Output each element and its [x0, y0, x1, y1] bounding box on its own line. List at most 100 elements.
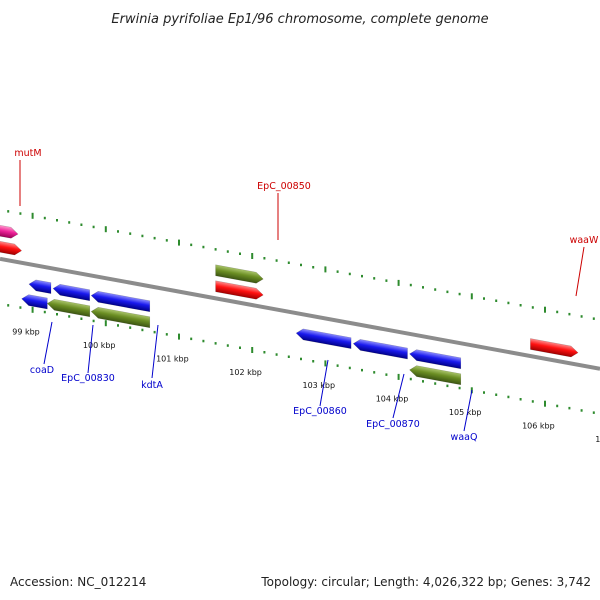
gc-dot: [31, 306, 34, 313]
gene-shape: [295, 328, 352, 349]
kbp-ticks: 99 kbp 100 kbp 101 kbp 102 kbp 103 kbp 104 kb…: [12, 328, 600, 444]
gene-label-epc-00860: EpC_00860: [293, 406, 347, 417]
gene-shape: [215, 264, 264, 284]
gc-dot: [422, 380, 424, 383]
gc-dot: [165, 333, 168, 336]
gc-dot: [239, 346, 241, 349]
gc-dot: [7, 210, 10, 213]
gc-dot: [129, 326, 132, 329]
gc-dot: [178, 333, 180, 340]
gc-dot: [409, 283, 412, 287]
gc-dot: [43, 310, 46, 314]
gene-arrow-red-4: [530, 338, 579, 358]
gc-dot: [531, 306, 534, 309]
gc-dot: [141, 234, 144, 238]
kbp-tick-label: 105 kbp: [449, 408, 482, 417]
gene-label-kdta: kdtA: [141, 380, 163, 391]
gene-arrow-blue-7: [90, 291, 151, 313]
gc-dot: [544, 306, 546, 313]
gc-dot: [226, 344, 229, 347]
gc-dot: [495, 299, 498, 302]
gene-labels: mutM EpC_00850 waaW coaD EpC_00830 kdtA EpC_00…: [14, 148, 599, 443]
gene-label-mutm: mutM: [14, 148, 41, 159]
gc-dot: [336, 364, 339, 367]
kbp-tick-label: 107 kbp: [595, 435, 600, 444]
gene-arrow-red-1: [0, 238, 23, 256]
map-title: Erwinia pyrifoliae Ep1/96 chromosome, co…: [111, 12, 488, 27]
kbp-tick-label: 103 kbp: [302, 381, 335, 390]
gene-leader-line: [392, 373, 405, 419]
gc-dot: [19, 212, 22, 215]
gc-dot: [458, 292, 461, 296]
gc-dot: [263, 257, 266, 260]
gene-shape: [530, 338, 579, 358]
gene-arrow-blue-9: [352, 339, 408, 360]
gc-dot: [68, 221, 71, 224]
gc-dot: [68, 315, 71, 318]
gc-dot: [80, 317, 83, 320]
kbp-tick-label: 99 kbp: [12, 328, 40, 337]
gc-dot: [531, 400, 534, 403]
gc-dot: [507, 395, 510, 399]
gene-label-epc-00830: EpC_00830: [61, 373, 115, 384]
gc-dot: [190, 243, 193, 247]
gene-leader-line: [463, 389, 473, 432]
gc-dot: [568, 312, 571, 316]
gc-dot: [592, 317, 595, 320]
gc-dot: [19, 306, 22, 309]
gc-dot: [312, 266, 315, 269]
gene-shape: [0, 238, 23, 256]
gc-dot: [275, 259, 278, 262]
gc-dot: [202, 339, 205, 343]
gc-dot: [300, 357, 302, 361]
gene-leader-line: [87, 324, 94, 374]
gc-dot: [117, 230, 119, 233]
gc-dot: [348, 272, 351, 276]
gene-arrow-blue-6: [52, 284, 90, 302]
gc-dot: [251, 347, 254, 353]
gene-arrow-blue-10: [409, 349, 462, 370]
gene-shape: [46, 299, 91, 318]
gc-dot: [556, 404, 559, 408]
gc-dots-lower: [7, 304, 595, 414]
gc-dot: [287, 261, 290, 264]
gc-dot: [324, 266, 327, 273]
gc-dot: [153, 236, 156, 240]
gene-shape: [215, 280, 264, 300]
gc-dot: [483, 297, 485, 300]
gc-dot: [300, 263, 302, 267]
gc-dot: [263, 351, 266, 354]
gc-dot: [495, 393, 498, 396]
gc-dot: [373, 371, 376, 374]
gc-dot: [385, 373, 388, 376]
gc-dot: [519, 304, 522, 307]
gene-label-waaq: waaQ: [451, 432, 478, 443]
gene-shape: [28, 279, 52, 294]
gene-label-epc-00850: EpC_00850: [257, 181, 311, 192]
accession-text: Accession: NC_012214: [10, 575, 146, 589]
gene-arrow-blue-5: [28, 279, 52, 294]
gc-dot: [190, 337, 193, 341]
gene-arrow-olive-14: [409, 365, 462, 386]
gene-shape: [352, 339, 408, 360]
gc-dot: [104, 320, 107, 327]
gc-dot: [544, 400, 546, 407]
gc-dot: [214, 342, 217, 345]
gc-dot: [7, 304, 10, 307]
gc-dot: [568, 406, 571, 410]
gene-arrow-olive-2: [215, 264, 264, 284]
gene-arrow-magenta-0: [0, 222, 19, 239]
gc-dot: [373, 277, 376, 280]
gene-leader-line: [575, 246, 585, 297]
gc-dot: [56, 313, 58, 316]
gc-dot: [422, 286, 424, 289]
gc-dot: [385, 279, 388, 282]
kbp-tick-label: 100 kbp: [83, 341, 116, 350]
gene-arrow-blue-8: [295, 328, 352, 349]
gc-dot: [446, 290, 449, 294]
genome-backbone: [0, 256, 600, 371]
gc-dot: [592, 411, 595, 414]
gc-dot: [141, 328, 144, 332]
gc-dot: [470, 293, 473, 300]
gc-dot: [580, 315, 583, 318]
